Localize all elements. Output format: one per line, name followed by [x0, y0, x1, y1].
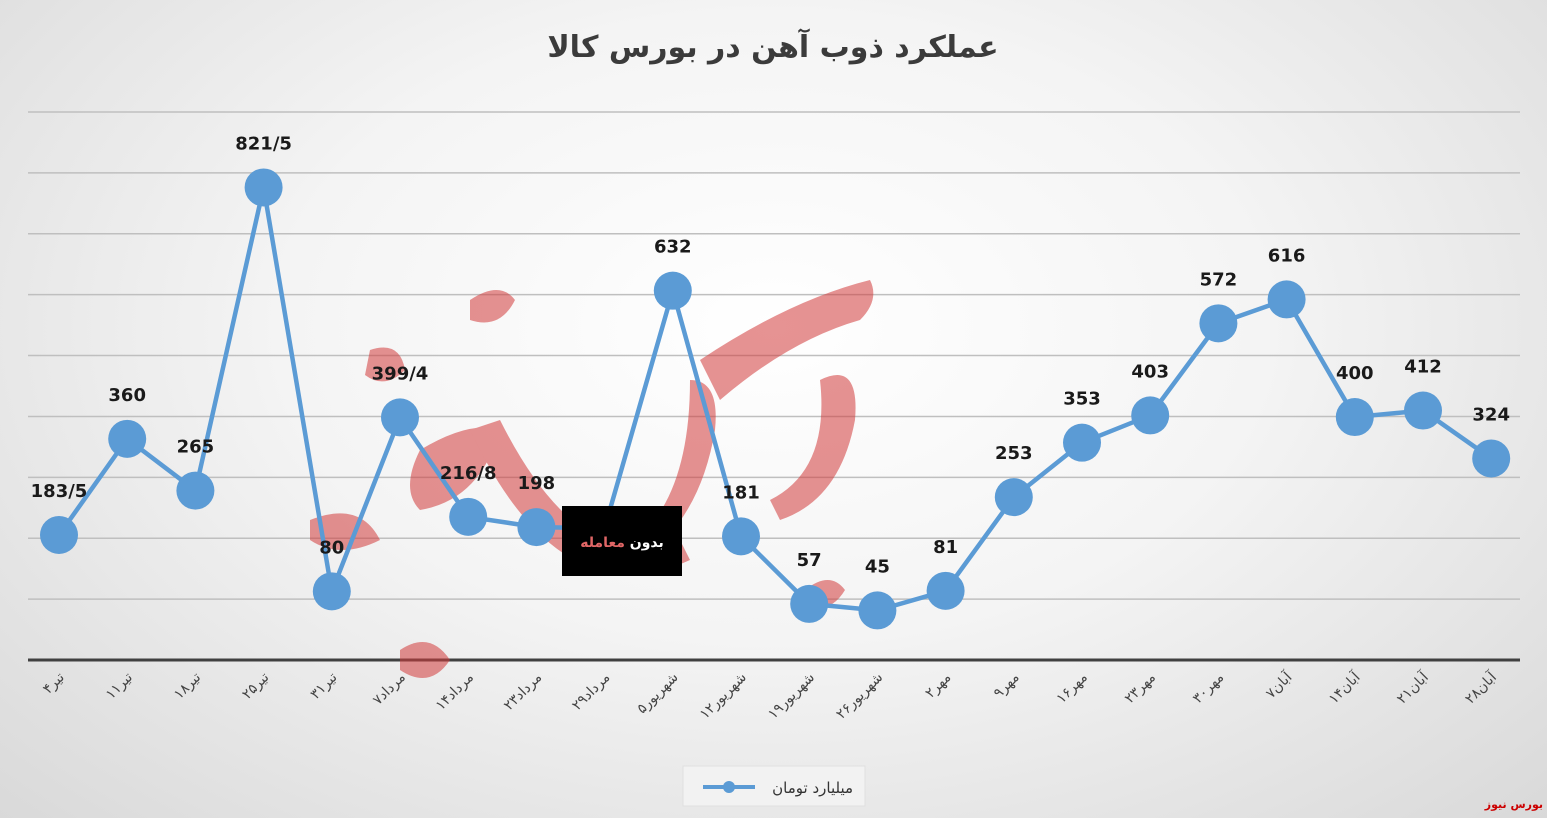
- data-label: 81: [933, 537, 958, 558]
- legend: میلیارد تومان: [682, 765, 866, 807]
- data-label: 632: [654, 237, 692, 258]
- watermark-logo: [310, 280, 874, 678]
- data-point: [108, 419, 147, 458]
- source-label: بورس نیوز: [1484, 798, 1543, 811]
- x-tick-label: ۲۶شهریور: [833, 670, 886, 723]
- data-label: 821/5: [235, 133, 292, 154]
- x-tick-label: ۱۴آبان: [1325, 668, 1364, 707]
- x-tick-label: ۲۱آبان: [1393, 668, 1432, 707]
- data-point: [517, 508, 556, 547]
- svg-text:بدون معامله: بدون معامله: [580, 535, 664, 551]
- data-label: 412: [1404, 357, 1442, 378]
- annotation-box: [562, 506, 682, 576]
- data-point: [312, 572, 351, 611]
- data-label: 57: [797, 550, 822, 571]
- data-point: [449, 497, 488, 536]
- data-point: [1472, 439, 1511, 478]
- x-tick-label: ۷آبان: [1262, 668, 1296, 702]
- x-tick-label: ۲۵تیر: [239, 669, 272, 702]
- x-tick-label: ۲۸آبان: [1462, 668, 1501, 707]
- x-tick-label: ۲مهر: [922, 670, 954, 702]
- x-tick-label: ۱۹شهریور: [765, 670, 818, 723]
- data-label: 183/5: [31, 481, 88, 502]
- data-label: 399/4: [372, 363, 429, 384]
- data-point: [722, 517, 760, 556]
- x-tick-label: ۳۱تیر: [307, 669, 340, 702]
- data-label: 45: [865, 556, 890, 577]
- legend-marker-icon: [723, 781, 735, 793]
- data-label: 181: [722, 482, 760, 503]
- data-point: [1063, 423, 1101, 462]
- x-tick-label: ۵شهریور: [634, 670, 682, 718]
- data-labels: 183/5 360 265 821/5 80 399/4 216/8 198 632 181 57 4…: [31, 133, 1510, 577]
- data-label: 253: [995, 443, 1033, 464]
- data-label: 353: [1063, 389, 1101, 410]
- legend-label: میلیارد تومان: [772, 779, 853, 797]
- x-tick-label: ۲۳مهر: [1122, 670, 1159, 707]
- series-line-path: [57, 185, 1493, 613]
- data-point: [40, 515, 78, 554]
- data-point: [994, 478, 1033, 517]
- x-tick-label: ۲۹مرداد: [569, 670, 613, 714]
- data-label: 265: [177, 437, 215, 458]
- data-point: [1404, 391, 1442, 430]
- series-markers: [40, 168, 1511, 630]
- data-label: 616: [1268, 245, 1306, 266]
- data-point: [1267, 280, 1306, 319]
- x-tick-label: ۳۰مهر: [1190, 670, 1227, 707]
- data-point: [1199, 304, 1238, 343]
- series-line: [57, 185, 1493, 613]
- data-point: [1131, 396, 1170, 435]
- data-label: 198: [518, 473, 556, 494]
- data-point: [926, 571, 965, 610]
- data-point: [244, 168, 283, 207]
- x-tick-label: ۱۶مهر: [1054, 670, 1091, 707]
- x-tick-label: ۴تیر: [40, 669, 68, 697]
- annotation-text-highlight: معامله: [580, 535, 625, 551]
- data-point: [381, 398, 419, 437]
- data-point: [858, 591, 897, 630]
- data-label: 216/8: [440, 463, 497, 484]
- data-label: 403: [1131, 361, 1169, 382]
- no-trade-annotation: بدون معامله: [562, 506, 682, 576]
- data-label: 400: [1336, 363, 1374, 384]
- x-tick-label: ۲۳مرداد: [501, 670, 545, 714]
- x-tick-label: ۱۱تیر: [103, 669, 136, 702]
- x-tick-label: ۱۴مرداد: [433, 670, 477, 714]
- x-tick-label: ۷مرداد: [370, 670, 409, 709]
- data-point: [790, 584, 829, 623]
- x-tick-label: ۱۲شهریور: [697, 670, 750, 723]
- data-point: [653, 271, 692, 310]
- data-label: 324: [1472, 404, 1510, 425]
- data-point: [1335, 398, 1374, 437]
- data-label: 572: [1200, 269, 1238, 290]
- chart-title: عملکرد ذوب آهن در بورس کالا: [547, 28, 998, 65]
- x-tick-label: ۹مهر: [991, 670, 1023, 702]
- annotation-text-prefix: بدون: [625, 535, 664, 551]
- data-label: 360: [108, 385, 146, 406]
- data-label: 80: [319, 537, 344, 558]
- x-tick-label: ۱۸تیر: [171, 669, 204, 702]
- data-point: [176, 471, 215, 510]
- x-tick-labels: ۴تیر ۱۱تیر ۱۸تیر ۲۵تیر ۳۱تیر ۷مرداد ۱۴مرداد ۲۳م…: [40, 668, 1501, 722]
